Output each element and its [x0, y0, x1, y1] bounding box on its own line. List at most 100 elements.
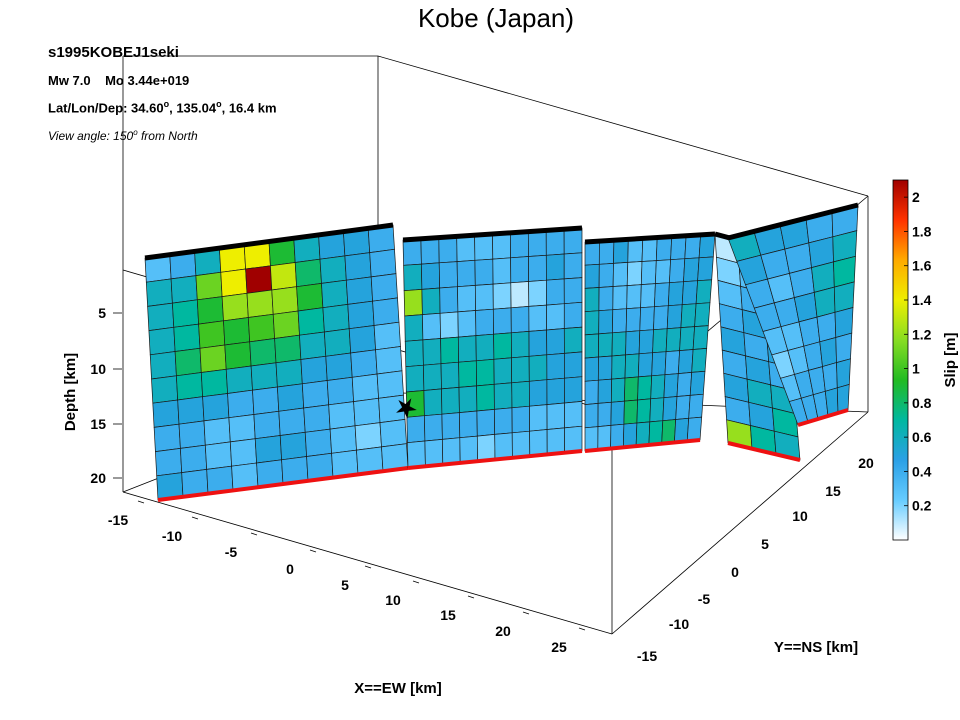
slip-cell	[584, 333, 600, 359]
slip-cell	[816, 311, 837, 343]
slip-cell	[297, 307, 325, 336]
slip-cell	[152, 399, 180, 428]
fault-segment	[144, 222, 409, 502]
slip-cell	[492, 307, 512, 335]
x-tick-mark	[191, 516, 199, 520]
slip-cell	[680, 303, 697, 328]
slip-cell	[370, 273, 398, 302]
slip-cell	[438, 261, 458, 289]
slip-cell	[227, 389, 255, 419]
colorbar-tick-label: 2	[912, 189, 920, 205]
colorbar-tick-label: 1.6	[912, 258, 932, 274]
slip-cell	[689, 370, 706, 396]
slip-cell	[229, 438, 257, 467]
slip-cell	[584, 356, 599, 382]
box-edge	[122, 491, 613, 635]
slip-cell	[649, 397, 665, 423]
slip-cell	[691, 348, 708, 373]
slip-cell	[610, 377, 626, 403]
slip-cell	[475, 308, 494, 336]
fault-top-edge	[402, 225, 583, 243]
slip-cell	[650, 374, 666, 400]
slip-cell	[404, 314, 424, 342]
slip-cell	[637, 352, 653, 378]
slip-cell	[249, 338, 277, 367]
slip-cell	[529, 404, 548, 432]
x-tick-mark	[364, 565, 372, 569]
fault-bottom-edge	[157, 466, 409, 502]
slip-cell	[640, 260, 657, 285]
slip-cell	[511, 430, 531, 459]
slip-cell	[546, 303, 565, 331]
slip-cell	[546, 427, 565, 455]
slip-cell	[406, 415, 426, 444]
x-tick-mark	[467, 595, 475, 599]
slip-cell	[511, 355, 530, 384]
slip-cell	[545, 228, 565, 256]
view-angle-label: View angle: 150	[48, 129, 134, 143]
slip-cell	[344, 252, 372, 281]
slip-cell	[174, 347, 202, 377]
slip-cell	[474, 233, 494, 261]
slip-cell	[278, 407, 306, 436]
slip-cell	[147, 302, 175, 331]
slip-cell	[635, 421, 651, 447]
z-tick-label: 10	[90, 361, 106, 377]
slip-cell	[640, 283, 656, 309]
slip-cell	[421, 287, 441, 315]
slip-cell	[294, 258, 322, 288]
slip-cell	[528, 304, 547, 332]
slip-cell	[684, 234, 701, 260]
slip-cell	[441, 387, 460, 415]
slip-cell	[610, 423, 625, 449]
slip-cell	[625, 330, 641, 356]
slip-cell	[475, 358, 495, 387]
slip-cell	[674, 417, 690, 443]
fault-bottom-edge	[797, 408, 849, 427]
colorbar-tick-label: 1	[912, 361, 920, 377]
slip-cell	[695, 279, 713, 305]
slip-cell	[546, 377, 565, 405]
fault-bottom-edge	[584, 438, 701, 453]
slip-cell	[597, 378, 613, 404]
slip-cell	[223, 317, 251, 346]
slip-cell	[459, 410, 478, 439]
slip-cell	[270, 262, 297, 291]
slip-cell	[253, 410, 281, 440]
slip-cell	[402, 238, 422, 266]
slip-cell	[563, 301, 583, 329]
box-edge	[377, 55, 869, 197]
slip-cell	[692, 325, 709, 350]
magnitude-info: Mw 7.0 Mo 3.44e+019	[48, 73, 189, 88]
slip-cell	[819, 337, 837, 368]
z-axis-label: Depth [km]	[62, 353, 79, 431]
slip-cell	[669, 258, 686, 284]
x-tick-mark	[578, 627, 586, 631]
slip-cell	[835, 332, 853, 364]
slip-cell	[610, 400, 625, 426]
colorbar-label: Slip [m]	[942, 332, 959, 387]
slip-cell	[220, 268, 248, 297]
slip-cell	[456, 259, 476, 288]
y-tick-label: -10	[669, 616, 689, 632]
x-tick-mark	[522, 611, 530, 615]
slip-cell	[424, 413, 443, 442]
z-tick-label: 5	[98, 305, 106, 321]
slip-cell	[177, 396, 205, 425]
slip-cell	[403, 263, 423, 292]
slip-cell	[405, 364, 425, 393]
x-tick-mark	[250, 532, 258, 536]
colorbar-tick-label: 1.4	[912, 292, 932, 308]
slip-cell	[441, 412, 461, 440]
z-tick-labels: 5 10 15 20	[90, 305, 122, 486]
hypocenter-star	[396, 398, 417, 419]
slip-cell	[653, 305, 669, 331]
slip-cell	[677, 349, 694, 374]
slip-cell	[421, 262, 441, 290]
slip-cell	[676, 372, 693, 397]
slip-cell	[324, 328, 352, 357]
slip-cell	[511, 405, 530, 434]
slip-cell	[369, 248, 397, 278]
slip-cell	[373, 321, 401, 351]
slip-cell	[681, 280, 698, 306]
